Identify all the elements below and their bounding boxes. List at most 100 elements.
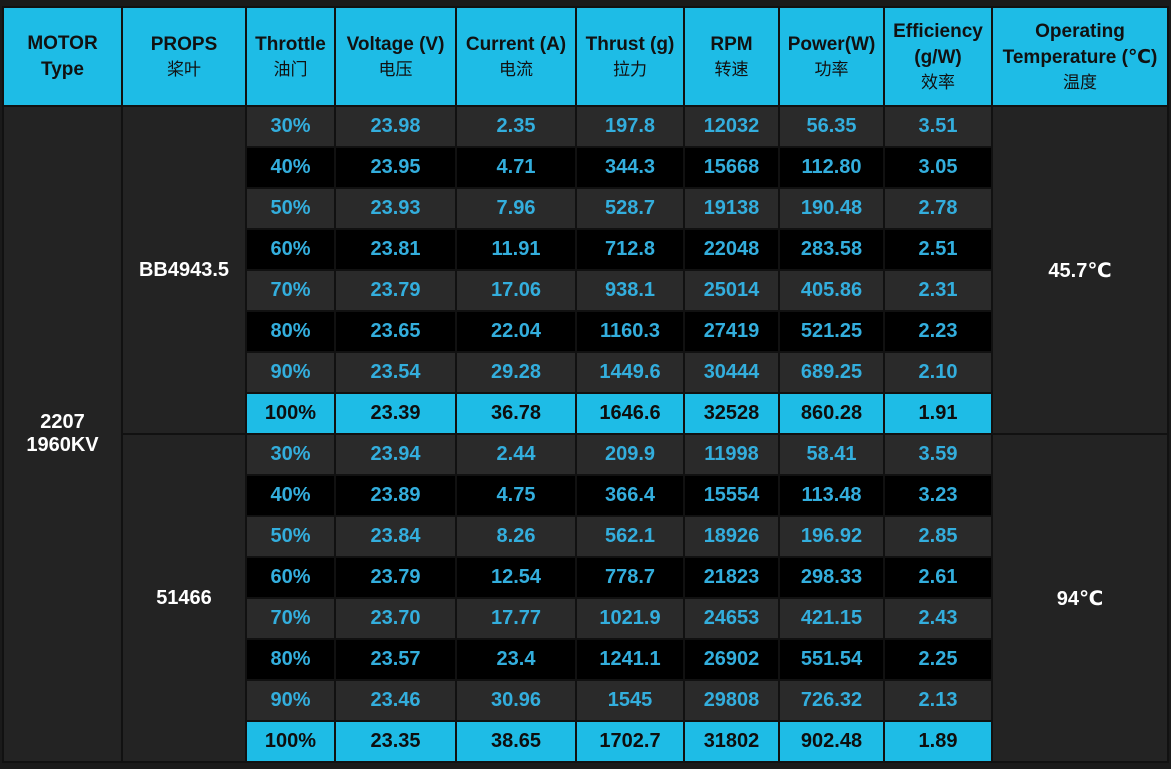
temperature-header: Operating Temperature (℃) 温度 (991, 6, 1169, 107)
value-cell: 197.8 (575, 105, 685, 148)
motor-test-table-page: MOTOR Type PROPS 桨叶 Throttle 油门 Voltage (V) 电压… (2, 6, 1169, 763)
value-cell: 23.98 (334, 105, 457, 148)
header-label: PROPS (150, 33, 218, 55)
header-label: Thrust (g) (585, 33, 675, 55)
value-cell: 528.7 (575, 187, 685, 230)
value-cell: 2.25 (883, 638, 993, 681)
value-cell: 1.89 (883, 720, 993, 763)
value-cell: 938.1 (575, 269, 685, 312)
value-cell: 80% (245, 638, 336, 681)
value-cell: 23.65 (334, 310, 457, 353)
value-cell: 100% (245, 392, 336, 435)
value-cell: 190.48 (778, 187, 885, 230)
value-cell: 421.15 (778, 597, 885, 640)
value-cell: 30.96 (455, 679, 577, 722)
value-cell: 23.81 (334, 228, 457, 271)
value-cell: 60% (245, 556, 336, 599)
value-cell: 25014 (683, 269, 780, 312)
value-cell: 70% (245, 597, 336, 640)
value-cell: 23.39 (334, 392, 457, 435)
header-sublabel: 转速 (714, 59, 749, 79)
value-cell: 23.35 (334, 720, 457, 763)
value-cell: 283.58 (778, 228, 885, 271)
value-cell: 2.51 (883, 228, 993, 271)
value-cell: 23.89 (334, 474, 457, 517)
value-cell: 30% (245, 433, 336, 476)
value-cell: 90% (245, 679, 336, 722)
value-cell: 23.93 (334, 187, 457, 230)
value-cell: 2.78 (883, 187, 993, 230)
table-row: 100% 23.39 36.78 1646.6 32528 860.28 1.91 (3, 392, 1168, 435)
header-sublabel: 电流 (499, 59, 533, 79)
value-cell: 860.28 (778, 392, 885, 435)
value-cell: 1021.9 (575, 597, 685, 640)
value-cell: 112.80 (778, 146, 885, 189)
table-body: 2207 1960KV BB4943.5 30% 23.98 2.35 197.8 1203… (2, 105, 1169, 763)
value-cell: 344.3 (575, 146, 685, 189)
motor-type-cell: 2207 1960KV (2, 105, 123, 763)
table-row: 50% 23.84 8.26 562.1 18926 196.92 2.85 (3, 515, 1168, 558)
value-cell: 2.35 (455, 105, 577, 148)
voltage-header: Voltage (V) 电压 (334, 6, 457, 107)
header-label: MOTOR Type (27, 32, 98, 80)
value-cell: 30444 (683, 351, 780, 394)
table-row: 90% 23.46 30.96 1545 29808 726.32 2.13 (3, 679, 1168, 722)
table-row: 100% 23.35 38.65 1702.7 31802 902.48 1.89 (3, 720, 1168, 763)
value-cell: 40% (245, 146, 336, 189)
header-label: Current (A) (465, 33, 567, 55)
value-cell: 22.04 (455, 310, 577, 353)
value-cell: 1160.3 (575, 310, 685, 353)
header-sublabel: 电压 (378, 59, 413, 79)
value-cell: 23.84 (334, 515, 457, 558)
motor-test-table: MOTOR Type PROPS 桨叶 Throttle 油门 Voltage (V) 电压… (2, 6, 1169, 763)
value-cell: 12.54 (455, 556, 577, 599)
value-cell: 22048 (683, 228, 780, 271)
value-cell: 11998 (683, 433, 780, 476)
value-cell: 19138 (683, 187, 780, 230)
header-sublabel: 桨叶 (167, 59, 201, 79)
value-cell: 2.43 (883, 597, 993, 640)
value-cell: 23.95 (334, 146, 457, 189)
value-cell: 3.23 (883, 474, 993, 517)
value-cell: 32528 (683, 392, 780, 435)
header-label: Power(W) (787, 33, 876, 55)
value-cell: 712.8 (575, 228, 685, 271)
value-cell: 2.13 (883, 679, 993, 722)
value-cell: 2.31 (883, 269, 993, 312)
value-cell: 60% (245, 228, 336, 271)
value-cell: 11.91 (455, 228, 577, 271)
value-cell: 58.41 (778, 433, 885, 476)
table-row: 80% 23.65 22.04 1160.3 27419 521.25 2.23 (3, 310, 1168, 353)
value-cell: 23.70 (334, 597, 457, 640)
value-cell: 21823 (683, 556, 780, 599)
value-cell: 17.06 (455, 269, 577, 312)
value-cell: 27419 (683, 310, 780, 353)
value-cell: 7.96 (455, 187, 577, 230)
value-cell: 2.61 (883, 556, 993, 599)
table-row: 40% 23.95 4.71 344.3 15668 112.80 3.05 (3, 146, 1168, 189)
table-row: 51466 30% 23.94 2.44 209.9 11998 58.41 3.59 94℃ (3, 433, 1169, 763)
value-cell: 3.51 (883, 105, 993, 148)
value-cell: 17.77 (455, 597, 577, 640)
value-cell: 209.9 (575, 433, 685, 476)
header-sublabel: 功率 (814, 59, 849, 79)
value-cell: 3.05 (883, 146, 993, 189)
value-cell: 1449.6 (575, 351, 685, 394)
value-cell: 31802 (683, 720, 780, 763)
prop-cell: 51466 (121, 433, 247, 763)
header-sublabel: 温度 (1063, 72, 1097, 92)
value-cell: 1646.6 (575, 392, 685, 435)
value-cell: 80% (245, 310, 336, 353)
value-cell: 50% (245, 515, 336, 558)
value-cell: 3.59 (883, 433, 993, 476)
value-cell: 4.75 (455, 474, 577, 517)
value-cell: 23.4 (455, 638, 577, 681)
value-cell: 23.79 (334, 269, 457, 312)
value-cell: 562.1 (575, 515, 685, 558)
value-cell: 2.85 (883, 515, 993, 558)
value-cell: 689.25 (778, 351, 885, 394)
value-cell: 30% (245, 105, 336, 148)
value-cell: 12032 (683, 105, 780, 148)
header-row: MOTOR Type PROPS 桨叶 Throttle 油门 Voltage (V) 电压… (2, 6, 1169, 107)
table-row: 40% 23.89 4.75 366.4 15554 113.48 3.23 (3, 474, 1168, 517)
